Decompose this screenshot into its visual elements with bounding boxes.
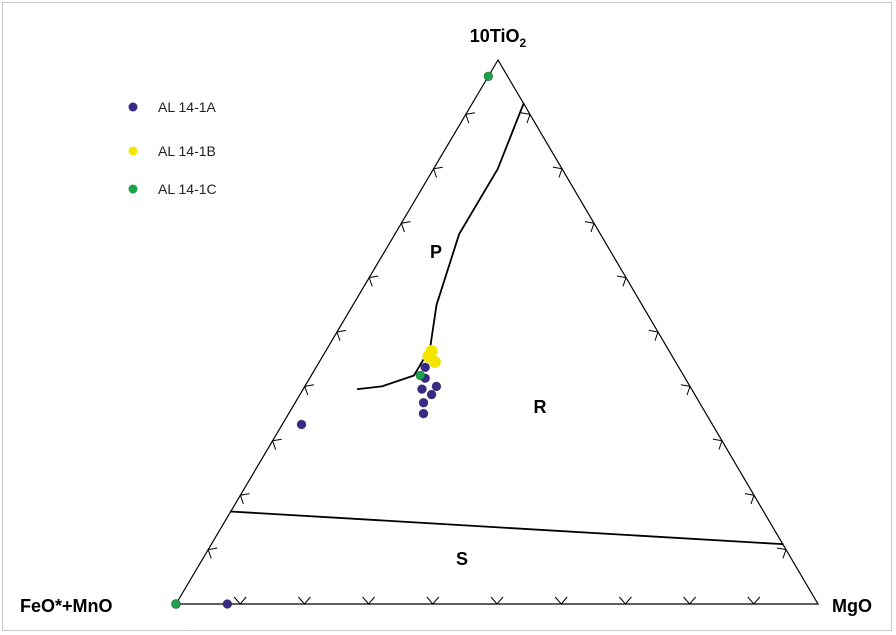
point-al-14-1a-3 <box>417 384 427 394</box>
vertex-label-bottom-left: FeO*+MnO <box>20 596 113 616</box>
tick-bottom-1 <box>233 596 247 605</box>
tick-right-3 <box>584 221 595 233</box>
tick-bottom-2 <box>298 596 311 605</box>
tick-bottom-9 <box>747 596 761 605</box>
point-al-14-1a-8 <box>222 599 233 609</box>
tick-left-7 <box>271 438 282 450</box>
tick-bottom-6 <box>554 596 568 605</box>
tick-left-5 <box>336 329 347 341</box>
point-al-14-1c-2 <box>171 599 181 609</box>
tick-left-2 <box>432 166 443 178</box>
point-al-14-1a-6 <box>418 408 429 419</box>
tick-left-8 <box>239 493 250 505</box>
legend-item-al-14-1c: AL 14-1C <box>128 181 217 197</box>
field-label-p: P <box>430 242 442 262</box>
field-label-s: S <box>456 549 468 569</box>
tick-right-1 <box>520 112 531 124</box>
tick-right-6 <box>680 384 691 396</box>
point-al-14-1c-1 <box>415 370 426 381</box>
tick-bottom-3 <box>362 596 375 605</box>
legend-label-al-14-1a: AL 14-1A <box>158 99 217 115</box>
point-al-14-1a-7 <box>296 419 307 430</box>
tick-left-4 <box>368 275 379 287</box>
tick-right-2 <box>552 166 563 178</box>
tick-right-4 <box>616 275 627 287</box>
tick-right-7 <box>712 438 723 450</box>
point-al-14-1c-0 <box>483 71 494 82</box>
point-al-14-1a-4 <box>426 389 437 400</box>
data-points <box>171 71 494 609</box>
legend-item-al-14-1a: AL 14-1A <box>128 99 217 115</box>
tick-right-5 <box>648 329 659 341</box>
point-al-14-1b-2 <box>428 355 441 368</box>
legend-marker-al-14-1a <box>128 102 138 112</box>
tick-bottom-4 <box>426 596 440 605</box>
tick-right-9 <box>776 547 787 559</box>
tick-left-3 <box>400 221 411 233</box>
legend-marker-al-14-1b <box>128 146 138 156</box>
tick-bottom-8 <box>683 596 696 605</box>
point-al-14-1a-0 <box>420 362 431 373</box>
field-label-r: R <box>534 397 547 417</box>
point-al-14-1a-5 <box>418 397 429 408</box>
tick-bottom-7 <box>619 596 632 605</box>
tick-left-9 <box>207 547 218 559</box>
boundary-p-r <box>356 102 525 391</box>
tick-left-6 <box>304 384 314 396</box>
legend-marker-al-14-1c <box>128 184 138 194</box>
tick-right-8 <box>744 493 755 505</box>
legend-item-al-14-1b: AL 14-1B <box>128 143 216 159</box>
boundary-r-s <box>229 510 784 546</box>
vertex-label-top: 10TiO2 <box>470 26 527 50</box>
legend: AL 14-1A AL 14-1B AL 14-1C <box>128 99 217 197</box>
point-al-14-1a-2 <box>431 381 442 392</box>
vertex-label-bottom-right: MgO <box>832 596 872 616</box>
ternary-triangle <box>174 58 820 605</box>
legend-label-al-14-1b: AL 14-1B <box>158 143 216 159</box>
legend-label-al-14-1c: AL 14-1C <box>158 181 217 197</box>
field-boundaries <box>229 102 784 546</box>
tick-bottom-5 <box>490 596 504 605</box>
tick-marks <box>207 112 787 605</box>
tick-left-1 <box>465 112 475 124</box>
